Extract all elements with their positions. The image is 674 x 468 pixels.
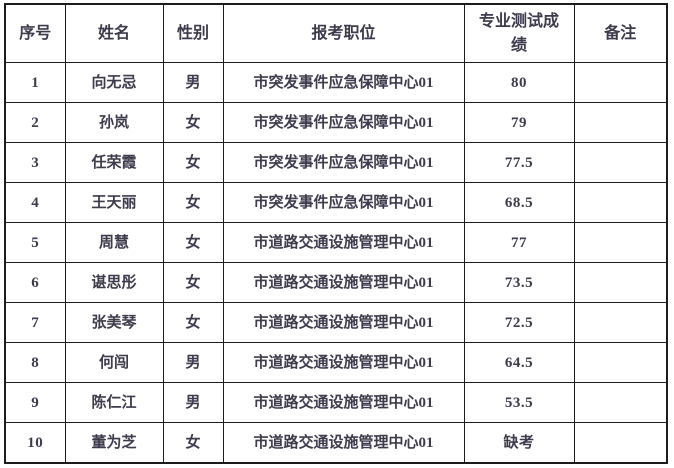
table-body: 1 向无忌男市突发事件应急保障中心01 80 2 孙岚女市突发事件应急保障中心01 79 3…	[4, 62, 668, 464]
header-cell-remark: 备注	[573, 3, 668, 63]
cell-num: 9	[4, 382, 66, 423]
cell-name: 陈仁江	[64, 382, 164, 423]
table-row: 9 陈仁江男市道路交通设施管理中心01 53.5	[4, 382, 668, 423]
cell-remark	[573, 342, 668, 383]
cell-num: 7	[4, 302, 66, 343]
header-cell-num: 序号	[4, 3, 66, 63]
cell-num: 1	[4, 62, 66, 103]
cell-remark	[573, 382, 668, 423]
cell-position: 市突发事件应急保障中心01	[222, 182, 465, 223]
cell-name: 任荣霞	[64, 142, 164, 183]
cell-position: 市道路交通设施管理中心01	[222, 262, 465, 303]
cell-num: 6	[4, 262, 66, 303]
cell-score: 64.5	[463, 342, 575, 383]
cell-num: 8	[4, 342, 66, 383]
cell-score: 68.5	[463, 182, 575, 223]
cell-remark	[573, 142, 668, 183]
cell-name: 谌思彤	[64, 262, 164, 303]
table-header: 序号 姓名 性别 报考职位 专业测试成绩 备注	[4, 3, 668, 63]
table-row: 3 任荣霞女市突发事件应急保障中心01 77.5	[4, 142, 668, 183]
cell-name: 孙岚	[64, 102, 164, 143]
cell-gender: 男	[162, 62, 224, 103]
cell-remark	[573, 302, 668, 343]
cell-name: 董为芝	[64, 422, 164, 464]
cell-name: 何闯	[64, 342, 164, 383]
table-row: 1 向无忌男市突发事件应急保障中心01 80	[4, 62, 668, 103]
cell-remark	[573, 422, 668, 464]
cell-position: 市道路交通设施管理中心01	[222, 382, 465, 423]
cell-position: 市道路交通设施管理中心01	[222, 302, 465, 343]
cell-remark	[573, 262, 668, 303]
cell-remark	[573, 182, 668, 223]
header-cell-score-label: 专业测试成绩	[478, 12, 559, 54]
cell-gender: 女	[162, 302, 224, 343]
cell-gender: 女	[162, 222, 224, 263]
cell-name: 王天丽	[64, 182, 164, 223]
cell-score: 77.5	[463, 142, 575, 183]
document-page: 序号 姓名 性别 报考职位 专业测试成绩 备注 1 向无忌男市突发事件应急保障中心…	[4, 3, 668, 464]
cell-gender: 女	[162, 182, 224, 223]
cell-gender: 女	[162, 262, 224, 303]
cell-remark	[573, 102, 668, 143]
cell-position: 市道路交通设施管理中心01	[222, 342, 465, 383]
cell-num: 10	[4, 422, 66, 464]
cell-name: 周慧	[64, 222, 164, 263]
cell-score: 53.5	[463, 382, 575, 423]
cell-score: 79	[463, 102, 575, 143]
cell-gender: 女	[162, 142, 224, 183]
cell-num: 4	[4, 182, 66, 223]
cell-remark	[573, 62, 668, 103]
cell-position: 市道路交通设施管理中心01	[222, 222, 465, 263]
cell-num: 2	[4, 102, 66, 143]
header-cell-score: 专业测试成绩	[463, 3, 575, 63]
cell-score: 缺考	[463, 422, 575, 464]
table-row: 8 何闯男市道路交通设施管理中心01 64.5	[4, 342, 668, 383]
table-row: 10 董为芝女市道路交通设施管理中心01 缺考	[4, 422, 668, 464]
cell-position: 市道路交通设施管理中心01	[222, 422, 465, 464]
cell-num: 3	[4, 142, 66, 183]
cell-position: 市突发事件应急保障中心01	[222, 102, 465, 143]
table-row: 6 谌思彤女市道路交通设施管理中心01 73.5	[4, 262, 668, 303]
cell-score: 77	[463, 222, 575, 263]
cell-name: 向无忌	[64, 62, 164, 103]
cell-gender: 女	[162, 422, 224, 464]
cell-remark	[573, 222, 668, 263]
cell-gender: 女	[162, 102, 224, 143]
cell-position: 市突发事件应急保障中心01	[222, 142, 465, 183]
cell-gender: 男	[162, 382, 224, 423]
table-row: 7 张美琴女市道路交通设施管理中心01 72.5	[4, 302, 668, 343]
cell-score: 72.5	[463, 302, 575, 343]
header-row: 序号 姓名 性别 报考职位 专业测试成绩 备注	[4, 3, 668, 63]
cell-score: 80	[463, 62, 575, 103]
header-cell-position: 报考职位	[222, 3, 465, 63]
cell-position: 市突发事件应急保障中心01	[222, 62, 465, 103]
cell-score: 73.5	[463, 262, 575, 303]
cell-name: 张美琴	[64, 302, 164, 343]
header-cell-gender: 性别	[162, 3, 224, 63]
table-row: 2 孙岚女市突发事件应急保障中心01 79	[4, 102, 668, 143]
table-row: 5 周慧女市道路交通设施管理中心01 77	[4, 222, 668, 263]
score-table: 序号 姓名 性别 报考职位 专业测试成绩 备注 1 向无忌男市突发事件应急保障中心…	[4, 3, 668, 464]
table-row: 4 王天丽女市突发事件应急保障中心01 68.5	[4, 182, 668, 223]
cell-gender: 男	[162, 342, 224, 383]
header-cell-name: 姓名	[64, 3, 164, 63]
cell-num: 5	[4, 222, 66, 263]
